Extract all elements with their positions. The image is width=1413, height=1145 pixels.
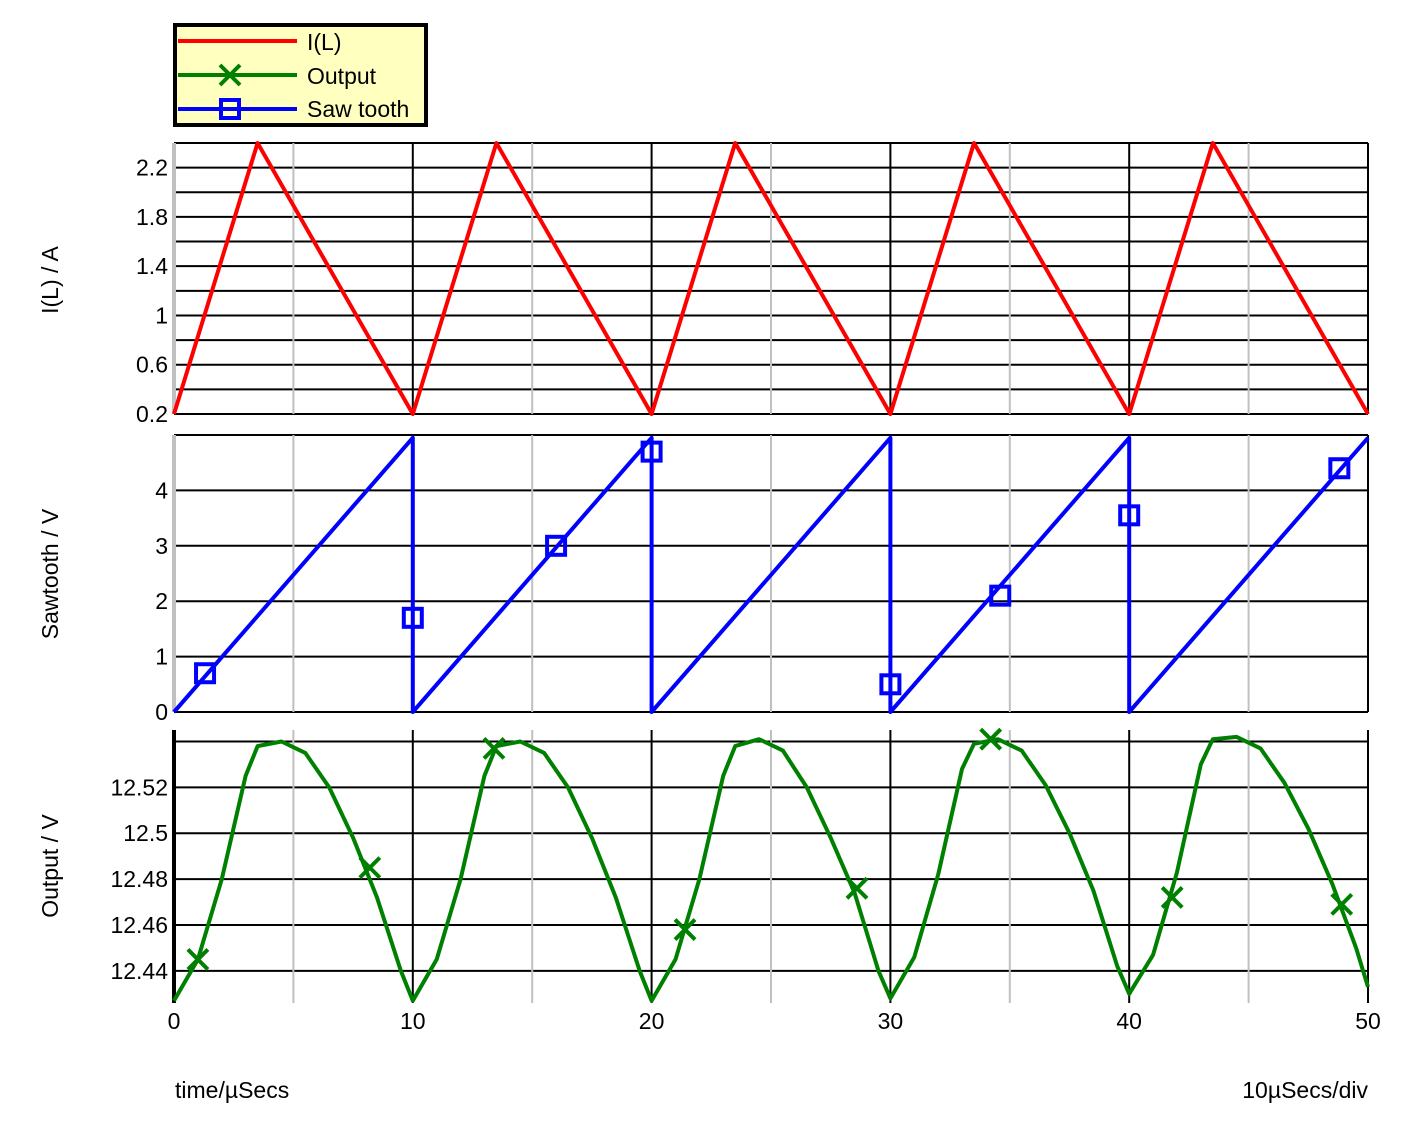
square-marker <box>545 534 568 557</box>
y-tick-label: 2 <box>155 588 168 614</box>
square-marker <box>640 440 663 463</box>
y-tick-label: 12.5 <box>123 820 168 846</box>
data-layer <box>172 141 1370 1003</box>
y-tick-label: 1 <box>155 302 168 328</box>
x-marker <box>482 736 506 760</box>
panel1-ylabel: I(L) / A <box>37 245 63 313</box>
x-marker <box>979 727 1003 751</box>
panel2-ylabel: Sawtooth / V <box>37 508 63 639</box>
x-tick-label: 0 <box>168 1008 181 1034</box>
legend-label-il: I(L) <box>307 29 342 55</box>
x-tick-label: 30 <box>878 1008 904 1034</box>
legend-label-sawtooth: Saw tooth <box>307 96 409 122</box>
panel3-ylabel: Output / V <box>37 814 63 918</box>
y-tick-label: 12.48 <box>110 866 168 892</box>
square-marker <box>1328 457 1351 480</box>
series-line-saw-tooth <box>172 435 1370 714</box>
legend-label-output: Output <box>307 63 377 89</box>
y-tick-label: 12.52 <box>110 774 168 800</box>
square-marker <box>1118 504 1141 527</box>
square-marker <box>879 673 902 696</box>
x-tick-label: 40 <box>1116 1008 1142 1034</box>
x-marker <box>186 947 210 971</box>
x-axis-label: time/µSecs <box>175 1077 289 1103</box>
y-tick-label: 0.6 <box>136 352 168 378</box>
y-tick-label: 4 <box>155 477 168 503</box>
series-line-output <box>172 734 1370 1003</box>
y-tick-label: 1.8 <box>136 204 168 230</box>
labels: I(L) / A Sawtooth / V Output / V time/µS… <box>37 155 1381 1103</box>
y-tick-label: 1.4 <box>136 253 168 279</box>
grid <box>172 142 1369 1003</box>
x-marker <box>1330 892 1354 916</box>
x-marker <box>1160 886 1184 909</box>
legend-x-marker-icon <box>218 63 242 87</box>
legend: I(L) Output Saw tooth <box>173 23 428 127</box>
square-marker <box>194 662 217 685</box>
square-marker <box>989 584 1012 607</box>
x-marker <box>845 876 869 900</box>
square-marker <box>401 606 424 629</box>
x-tick-label: 50 <box>1355 1008 1381 1034</box>
x-scale-label: 10µSecs/div <box>1242 1077 1368 1103</box>
y-tick-label: 12.46 <box>110 912 168 938</box>
y-tick-label: 1 <box>155 644 168 670</box>
legend-square-marker-icon <box>219 98 241 120</box>
y-tick-label: 0.2 <box>136 401 168 427</box>
x-marker <box>358 856 382 880</box>
x-marker <box>673 918 697 942</box>
y-tick-label: 12.44 <box>110 958 168 984</box>
series-line-i-l- <box>172 141 1370 416</box>
x-tick-label: 20 <box>639 1008 665 1034</box>
y-tick-label: 0 <box>155 699 168 725</box>
y-tick-label: 2.2 <box>136 155 168 181</box>
y-tick-label: 3 <box>155 533 168 559</box>
x-tick-label: 10 <box>400 1008 426 1034</box>
